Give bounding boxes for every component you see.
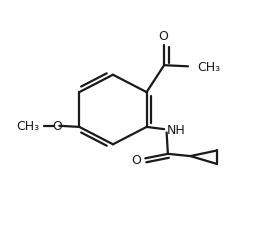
Text: CH₃: CH₃ [197, 60, 221, 74]
Text: CH₃: CH₃ [17, 120, 40, 133]
Text: NH: NH [167, 123, 185, 136]
Text: O: O [158, 30, 168, 43]
Text: O: O [132, 153, 142, 166]
Text: O: O [52, 120, 62, 133]
